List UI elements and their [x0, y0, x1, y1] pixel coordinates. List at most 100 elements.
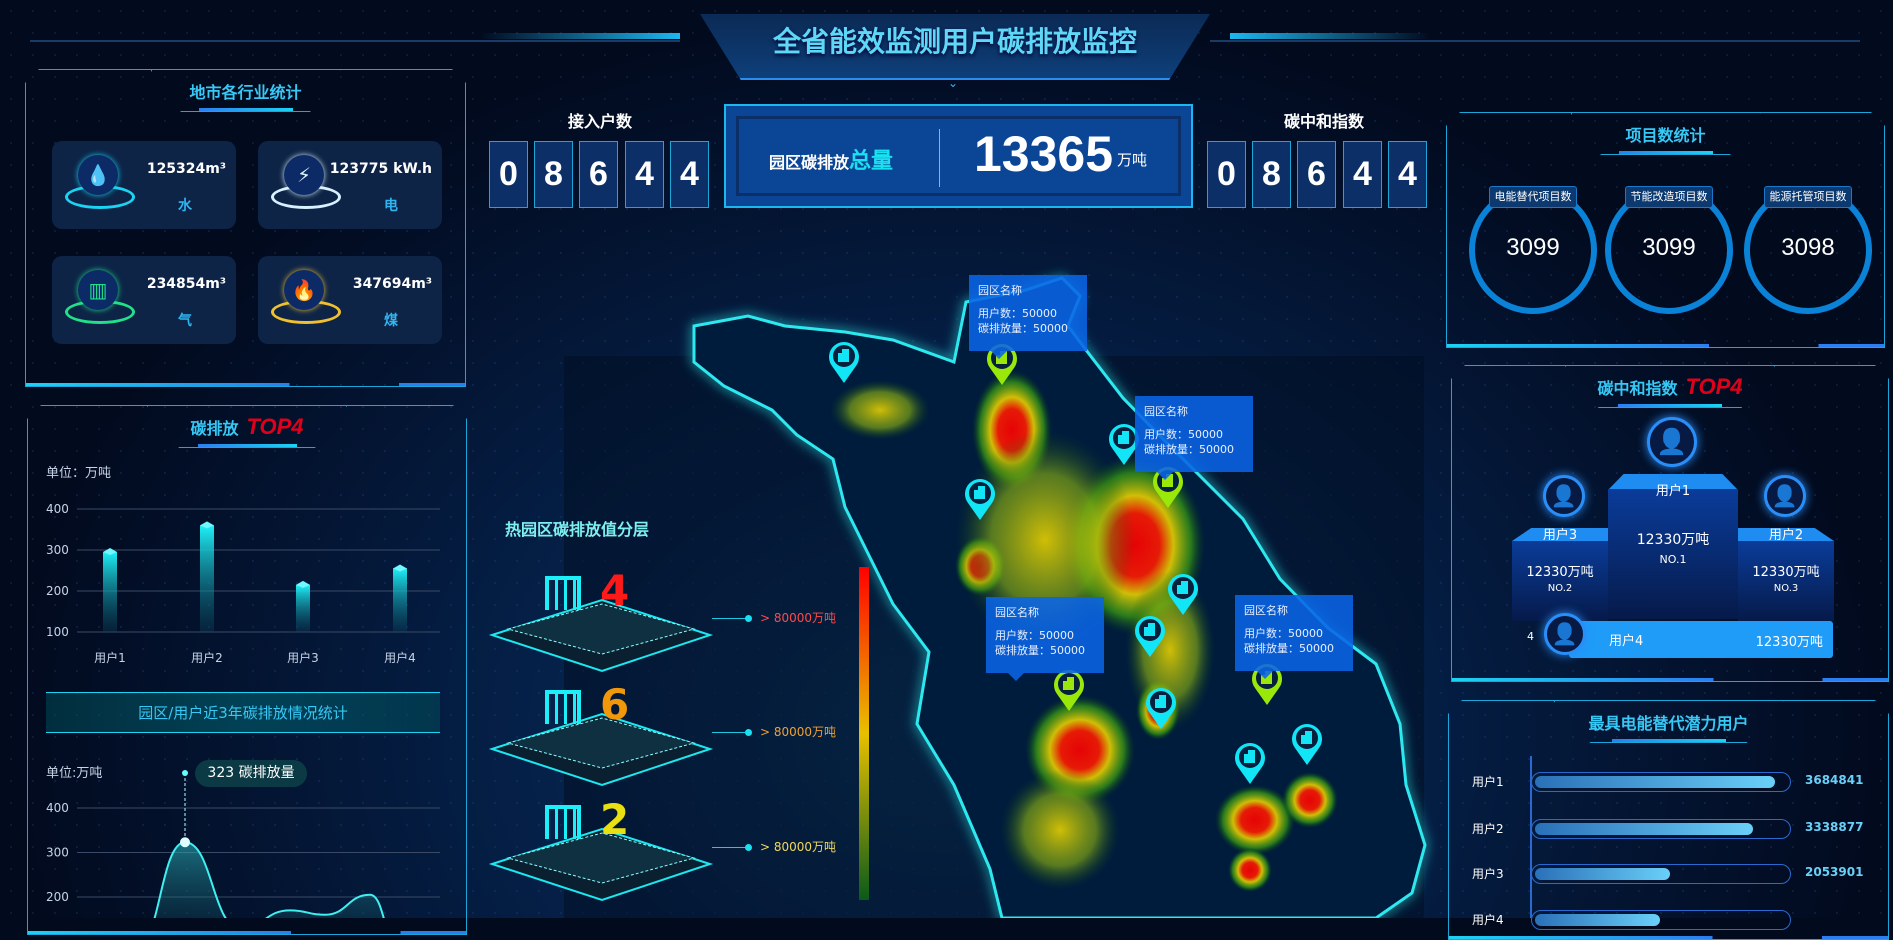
user-icon: 👤 — [1551, 621, 1579, 646]
y-tick-label: 200 — [46, 890, 69, 904]
building-pin-icon — [1146, 688, 1176, 729]
map-pin[interactable] — [963, 477, 997, 521]
legend-connector — [712, 847, 748, 848]
series-line — [153, 841, 385, 918]
building-icon — [545, 576, 581, 610]
trend-unit-label: 单位:万吨 — [46, 766, 103, 781]
map-tooltip: 园区名称 用户数：50000 碳排放量：50000 — [1235, 595, 1353, 679]
user-value: 3338877 — [1805, 820, 1864, 834]
stat-value: 125324m³ — [146, 161, 226, 177]
total-label: 园区碳排放 — [769, 153, 850, 172]
layer-platform — [488, 712, 714, 787]
x-tick-label: 用户4 — [384, 650, 416, 665]
avatar: 👤 — [1544, 613, 1586, 655]
area-fill — [135, 842, 400, 918]
legend-dot — [745, 844, 752, 851]
building-pin-icon — [965, 479, 995, 520]
legend-dot — [745, 615, 752, 622]
progress-track — [1531, 910, 1791, 930]
heat-region — [1000, 770, 1120, 890]
map-pin[interactable] — [1233, 741, 1267, 785]
user-label: 用户3 — [1472, 867, 1504, 881]
digit-box: 0 — [1207, 141, 1246, 208]
legend-dot — [745, 729, 752, 736]
layer-count: 4 — [600, 566, 630, 615]
stat-label: 煤 — [384, 313, 398, 329]
layers-title: 热园区碳排放值分层 — [505, 520, 650, 539]
panel-title: 碳中和指数 TOP4 — [1565, 366, 1775, 408]
map-pin[interactable] — [1290, 722, 1324, 766]
layer-count: 2 — [600, 795, 630, 844]
park-name: 园区名称 — [995, 606, 1039, 619]
header-bar: 全省能效监测用户碳排放监控 ⌄ — [0, 0, 1893, 90]
y-tick-label: 100 — [46, 625, 69, 639]
project-label: 电能替代项目数 — [1489, 186, 1577, 208]
layer-count: 6 — [600, 680, 630, 729]
flame-icon: 🔥 — [284, 270, 324, 310]
access-label: 接入户数 — [567, 112, 632, 131]
bar[interactable] — [103, 552, 117, 632]
map-pin[interactable] — [1107, 422, 1141, 466]
bar[interactable] — [200, 525, 214, 632]
emission-bar-chart: 100 200 300 400 用户1 用户2 用户3 用户4 200 300 400 — [46, 502, 440, 918]
chevron-down-icon: ⌄ — [948, 76, 959, 90]
progress-fill — [1535, 914, 1660, 926]
building-icon — [545, 690, 581, 724]
digit-box: 4 — [625, 141, 664, 208]
stat-label: 水 — [178, 198, 192, 214]
park-emission: 碳排放量：50000 — [995, 644, 1085, 657]
stat-label: 电 — [384, 198, 398, 214]
heat-region — [1282, 772, 1338, 828]
page-title: 全省能效监测用户碳排放监控 — [772, 25, 1137, 58]
building-pin-icon — [1135, 616, 1165, 657]
park-emission: 碳排放量：50000 — [978, 322, 1068, 335]
layer-threshold: > 80000万吨 — [760, 725, 837, 739]
park-emission: 碳排放量：50000 — [1244, 642, 1334, 655]
heat-region — [1228, 848, 1272, 892]
y-tick-label: 300 — [46, 543, 69, 557]
trend-tooltip: 323 碳排放量 — [195, 760, 307, 787]
project-value: 3098 — [1781, 234, 1835, 261]
park-users: 用户数：50000 — [995, 629, 1074, 642]
user-label: 用户2 — [1472, 822, 1504, 836]
digit-box: 8 — [534, 141, 573, 208]
stat-card: ▥ 234854m³ 气 — [52, 256, 236, 344]
stat-value: 347694m³ — [352, 276, 432, 292]
user-icon: 👤 — [1656, 427, 1688, 456]
panel-title: 最具电能替代潜力用户 — [1554, 701, 1784, 743]
digit-box: 4 — [670, 141, 709, 208]
total-label-em: 总量 — [849, 149, 894, 174]
legend-connector — [712, 732, 748, 733]
legend-connector — [712, 618, 748, 619]
data-point[interactable] — [180, 837, 190, 848]
avatar: 👤 — [1647, 417, 1697, 467]
water-drop-icon: 💧 — [78, 155, 118, 195]
digit-box: 8 — [1252, 141, 1291, 208]
progress-fill — [1535, 823, 1753, 835]
building-pin-icon — [1109, 424, 1139, 465]
x-tick-label: 用户1 — [94, 650, 126, 665]
user-icon: 👤 — [1550, 483, 1578, 508]
bar[interactable] — [393, 568, 407, 632]
map-tooltip: 园区名称 用户数：50000 碳排放量：50000 — [1135, 396, 1253, 480]
map-pin[interactable] — [1144, 686, 1178, 730]
map-pin[interactable] — [827, 340, 861, 384]
x-tick-label: 用户2 — [191, 650, 223, 665]
progress-track — [1531, 819, 1791, 839]
map-pin[interactable] — [1166, 572, 1200, 616]
bar[interactable] — [296, 584, 310, 632]
map-tooltip: 园区名称 用户数：50000 碳排放量：50000 — [969, 275, 1087, 359]
heat-region — [830, 380, 930, 440]
map-pin[interactable] — [1133, 614, 1167, 658]
progress-track — [1531, 864, 1791, 884]
pointer-dot — [182, 770, 188, 776]
heat-region — [1215, 785, 1295, 855]
building-pin-icon — [1292, 724, 1322, 765]
building-pin-icon — [1054, 670, 1084, 711]
neutral-label: 碳中和指数 — [1283, 112, 1364, 131]
heat-region — [955, 430, 1135, 650]
progress-fill — [1535, 868, 1670, 880]
user-value: 2053901 — [1805, 865, 1864, 879]
lightning-icon: ⚡ — [284, 155, 324, 195]
map-pin[interactable] — [1052, 668, 1086, 712]
